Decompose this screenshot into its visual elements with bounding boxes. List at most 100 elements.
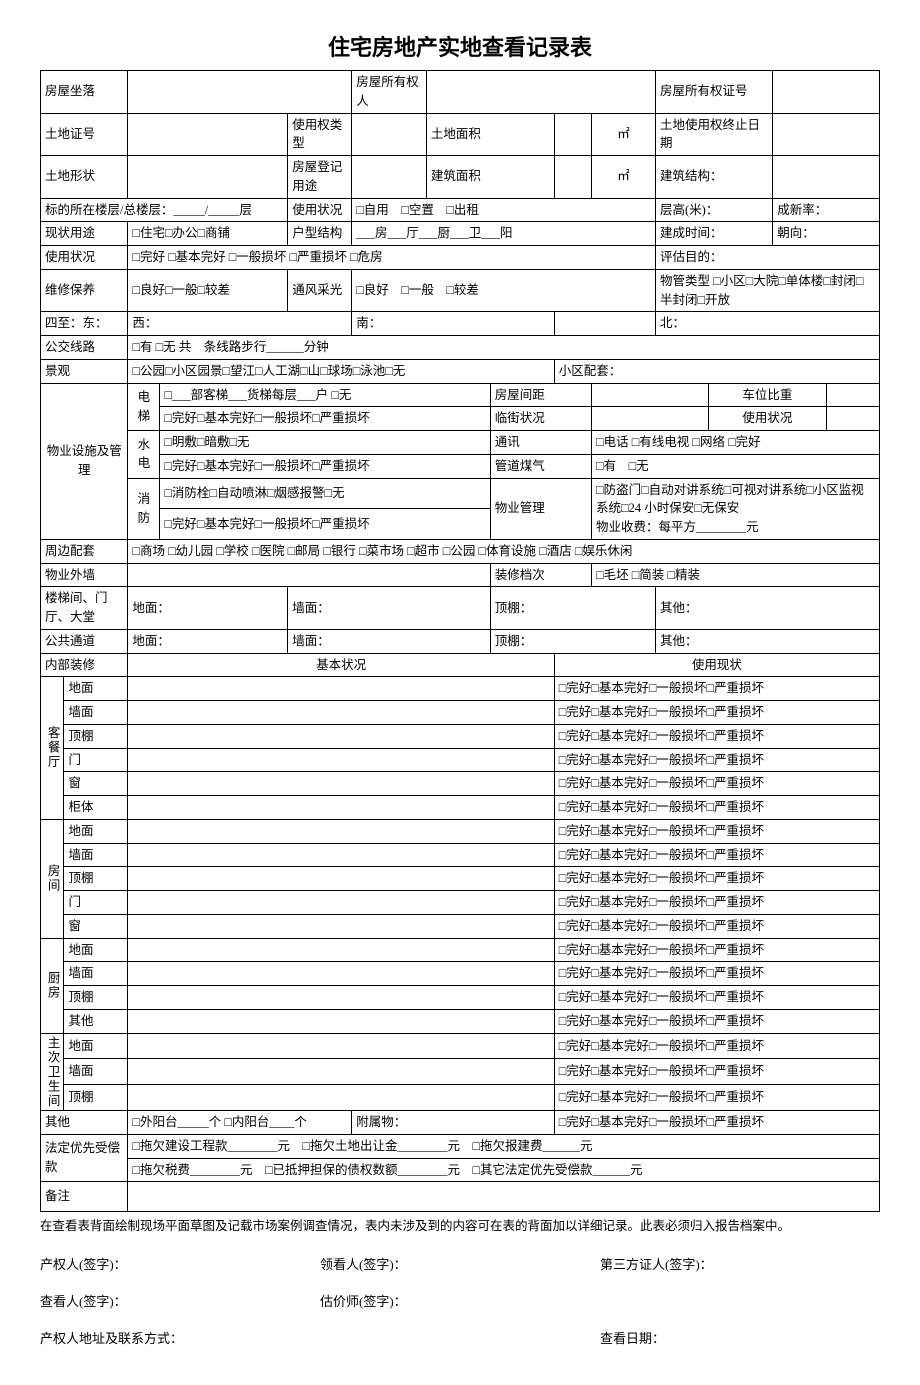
lobby-other[interactable]: 其他： <box>656 587 880 630</box>
label-north[interactable]: 北： <box>656 312 880 336</box>
kt-other-cond[interactable]: □完好□基本完好□一般损坏□严重损坏 <box>554 1009 879 1033</box>
kt-floor-cond[interactable]: □完好□基本完好□一般损坏□严重损坏 <box>554 938 879 962</box>
kt-floor-val[interactable] <box>128 938 554 962</box>
opts-prop-mgmt[interactable]: □防盗门□自动对讲系统□可视对讲系统□小区监视系统□24 小时保安□无保安 物业… <box>592 478 880 539</box>
opts-water-elec[interactable]: □明敷□暗敷□无 <box>160 431 490 455</box>
ld-cabinet-val[interactable] <box>128 796 554 820</box>
passage-ceiling[interactable]: 顶棚： <box>490 629 655 653</box>
rm-wall-cond[interactable]: □完好□基本完好□一般损坏□严重损坏 <box>554 843 879 867</box>
val-use-sit[interactable] <box>826 407 879 431</box>
opts-current-use[interactable]: □住宅□办公□商铺 <box>128 222 288 246</box>
sig-appraiser[interactable]: 估价师(签字)： <box>320 1291 600 1310</box>
ld-door-cond[interactable]: □完好□基本完好□一般损坏□严重损坏 <box>554 748 879 772</box>
rm-ceiling-val[interactable] <box>128 867 554 891</box>
opts-maintenance[interactable]: □良好□一般□较差 <box>128 269 288 312</box>
opts-telecom[interactable]: □电话 □有线电视 □网络 □完好 <box>592 431 880 455</box>
ld-cabinet-cond[interactable]: □完好□基本完好□一般损坏□严重损坏 <box>554 796 879 820</box>
label-south[interactable]: 南： <box>352 312 555 336</box>
val-reg-use[interactable] <box>352 156 427 199</box>
rm-floor-cond[interactable]: □完好□基本完好□一般损坏□严重损坏 <box>554 819 879 843</box>
bt-floor-val[interactable] <box>128 1033 554 1059</box>
sig-witness[interactable]: 第三方证人(签字)： <box>600 1254 880 1273</box>
val-south[interactable] <box>554 312 655 336</box>
val-remarks[interactable] <box>128 1182 880 1212</box>
lobby-floor[interactable]: 地面： <box>128 587 288 630</box>
val-exterior-wall[interactable] <box>128 563 490 587</box>
val-parking[interactable] <box>826 383 879 407</box>
kt-ceiling-val[interactable] <box>128 986 554 1010</box>
opts-vent[interactable]: □良好 □一般 □较差 <box>352 269 656 312</box>
ld-wall-cond[interactable]: □完好□基本完好□一般损坏□严重损坏 <box>554 701 879 725</box>
opts-use-status[interactable]: □自用 □空置 □出租 <box>352 198 656 222</box>
sig-view-date[interactable]: 查看日期： <box>600 1328 880 1347</box>
sig-row-1: 产权人(签字)： 领看人(签字)： 第三方证人(签字)： <box>40 1254 880 1273</box>
lobby-wall[interactable]: 墙面： <box>288 587 491 630</box>
sig-owner-addr[interactable]: 产权人地址及联系方式： <box>40 1328 600 1347</box>
passage-other[interactable]: 其他： <box>656 629 880 653</box>
rm-door-cond[interactable]: □完好□基本完好□一般损坏□严重损坏 <box>554 891 879 915</box>
val-land-expiry[interactable] <box>773 113 880 156</box>
label-floor[interactable]: 标的所在楼层/总楼层：_____/_____层 <box>41 198 288 222</box>
passage-wall[interactable]: 墙面： <box>288 629 491 653</box>
rm-window-val[interactable] <box>128 914 554 938</box>
val-use-right[interactable] <box>352 113 427 156</box>
ld-floor-cond[interactable]: □完好□基本完好□一般损坏□严重损坏 <box>554 677 879 701</box>
opts-gas[interactable]: □有 □无 <box>592 454 880 478</box>
sig-viewer[interactable]: 查看人(签字)： <box>40 1291 320 1310</box>
opts-bus[interactable]: □有 □无 共 条线路步行______分钟 <box>128 336 880 360</box>
kt-wall-cond[interactable]: □完好□基本完好□一般损坏□严重损坏 <box>554 962 879 986</box>
opts-priority2[interactable]: □拖欠税费________元 □已抵押担保的债权数额________元 □其它法… <box>128 1158 880 1182</box>
rm-window-cond[interactable]: □完好□基本完好□一般损坏□严重损坏 <box>554 914 879 938</box>
bt-wall-cond[interactable]: □完好□基本完好□一般损坏□严重损坏 <box>554 1059 879 1085</box>
kt-wall-val[interactable] <box>128 962 554 986</box>
page-title: 住宅房地产实地查看记录表 <box>40 30 880 62</box>
kt-ceiling-cond[interactable]: □完好□基本完好□一般损坏□严重损坏 <box>554 986 879 1010</box>
opts-fire[interactable]: □消防栓□自动喷淋□烟感报警□无 <box>160 478 490 509</box>
opts-scenery[interactable]: □公园□小区园景□望江□人工湖□山□球场□泳池□无 <box>128 359 554 383</box>
opts-decor[interactable]: □毛坯 □简装 □精装 <box>592 563 880 587</box>
bt-ceiling-val[interactable] <box>128 1085 554 1111</box>
ld-door-val[interactable] <box>128 748 554 772</box>
label-attachment[interactable]: 附属物： <box>352 1111 555 1135</box>
other-cond[interactable]: □完好□基本完好□一般损坏□严重损坏 <box>554 1111 879 1135</box>
ld-floor-val[interactable] <box>128 677 554 701</box>
rm-wall-val[interactable] <box>128 843 554 867</box>
kt-other-val[interactable] <box>128 1009 554 1033</box>
val-struct[interactable] <box>773 156 880 199</box>
opts-balcony[interactable]: □外阳台_____个 □内阳台____个 <box>128 1111 352 1135</box>
rm-door-val[interactable] <box>128 891 554 915</box>
val-building-area[interactable] <box>554 156 591 199</box>
val-owner[interactable] <box>426 71 655 114</box>
val-house-loc[interactable] <box>128 71 352 114</box>
val-house-dist[interactable] <box>592 383 709 407</box>
rm-floor-val[interactable] <box>128 819 554 843</box>
opts-condition[interactable]: □完好 □基本完好 □一般损坏 □严重损坏 □危房 <box>128 246 656 270</box>
ld-window-cond[interactable]: □完好□基本完好□一般损坏□严重损坏 <box>554 772 879 796</box>
label-west[interactable]: 西： <box>128 312 352 336</box>
bt-floor-cond[interactable]: □完好□基本完好□一般损坏□严重损坏 <box>554 1033 879 1059</box>
ld-ceiling-cond[interactable]: □完好□基本完好□一般损坏□严重损坏 <box>554 724 879 748</box>
ld-window-val[interactable] <box>128 772 554 796</box>
opts-surrounding[interactable]: □商场 □幼儿园 □学校 □医院 □邮局 □银行 □菜市场 □超市 □公园 □体… <box>128 539 880 563</box>
ld-ceiling-val[interactable] <box>128 724 554 748</box>
sig-owner[interactable]: 产权人(签字)： <box>40 1254 320 1273</box>
val-cert-no[interactable] <box>773 71 880 114</box>
opts-elevator-cond[interactable]: □完好□基本完好□一般损坏□严重损坏 <box>160 407 490 431</box>
bt-ceiling-cond[interactable]: □完好□基本完好□一般损坏□严重损坏 <box>554 1085 879 1111</box>
ld-wall-val[interactable] <box>128 701 554 725</box>
opts-fire-cond[interactable]: □完好□基本完好□一般损坏□严重损坏 <box>160 509 490 540</box>
opts-mgmt-type[interactable]: 物管类型 □小区□大院□单体楼□封闭□半封闭□开放 <box>656 269 880 312</box>
val-street[interactable] <box>592 407 709 431</box>
opts-elevator[interactable]: □___部客梯___货梯每层___户 □无 <box>160 383 490 407</box>
opts-priority1[interactable]: □拖欠建设工程款________元 □拖欠土地出让金________元 □拖欠报… <box>128 1134 880 1158</box>
sig-guide[interactable]: 领看人(签字)： <box>320 1254 600 1273</box>
rm-ceiling-cond[interactable]: □完好□基本完好□一般损坏□严重损坏 <box>554 867 879 891</box>
lobby-ceiling[interactable]: 顶棚： <box>490 587 655 630</box>
val-layout[interactable]: ___房___厅___厨___卫___阳 <box>352 222 656 246</box>
opts-water-elec-cond[interactable]: □完好□基本完好□一般损坏□严重损坏 <box>160 454 490 478</box>
bt-wall-val[interactable] <box>128 1059 554 1085</box>
passage-floor[interactable]: 地面： <box>128 629 288 653</box>
val-land-area[interactable] <box>554 113 591 156</box>
val-land-shape[interactable] <box>128 156 288 199</box>
val-land-cert[interactable] <box>128 113 288 156</box>
